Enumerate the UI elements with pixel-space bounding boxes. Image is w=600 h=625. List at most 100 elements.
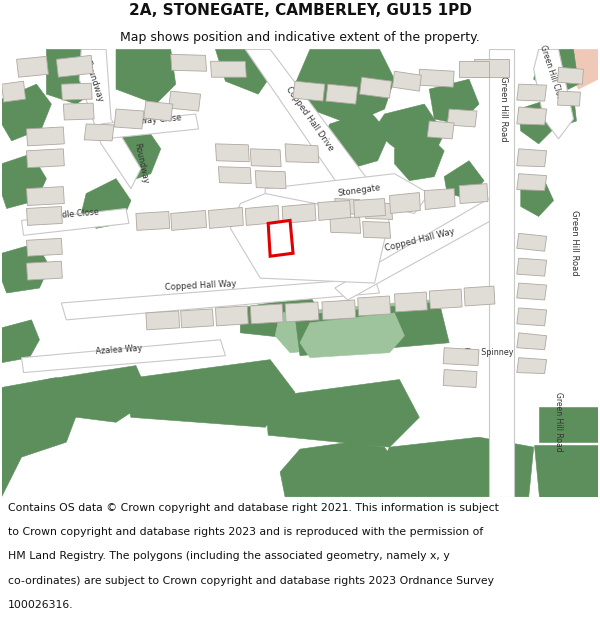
Text: Stonegate: Stonegate (338, 183, 382, 198)
Text: 100026316.: 100026316. (8, 599, 73, 609)
Polygon shape (215, 144, 249, 162)
Text: Copped Hall Way: Copped Hall Way (164, 279, 236, 292)
Polygon shape (427, 121, 454, 139)
Polygon shape (517, 332, 547, 350)
Text: co-ordinates) are subject to Crown copyright and database rights 2023 Ordnance S: co-ordinates) are subject to Crown copyr… (8, 576, 494, 586)
Text: Middle Close: Middle Close (47, 208, 99, 221)
Polygon shape (533, 49, 574, 139)
Polygon shape (26, 187, 64, 206)
Polygon shape (61, 83, 92, 100)
Polygon shape (429, 79, 479, 124)
Polygon shape (519, 101, 554, 144)
Polygon shape (295, 49, 394, 124)
Polygon shape (424, 189, 455, 209)
Text: Green Hill Road: Green Hill Road (499, 76, 508, 142)
Polygon shape (56, 56, 93, 78)
Polygon shape (2, 84, 52, 141)
Polygon shape (17, 56, 49, 78)
Polygon shape (285, 302, 319, 322)
Polygon shape (517, 308, 547, 326)
Polygon shape (394, 292, 427, 312)
Polygon shape (26, 261, 62, 280)
Polygon shape (539, 408, 598, 442)
Polygon shape (116, 49, 176, 104)
Polygon shape (22, 340, 226, 372)
Text: Green Hill Road: Green Hill Road (554, 392, 563, 452)
Polygon shape (569, 49, 598, 89)
Polygon shape (245, 206, 279, 226)
Polygon shape (459, 184, 488, 204)
Polygon shape (464, 286, 495, 306)
Polygon shape (215, 49, 275, 94)
Polygon shape (444, 161, 484, 199)
Polygon shape (365, 202, 392, 219)
Polygon shape (282, 204, 316, 223)
Polygon shape (293, 81, 325, 101)
Text: Contains OS data © Crown copyright and database right 2021. This information is : Contains OS data © Crown copyright and d… (8, 503, 499, 513)
Polygon shape (26, 127, 64, 146)
Polygon shape (443, 348, 479, 366)
Polygon shape (250, 304, 283, 324)
Text: Map shows position and indicative extent of the property.: Map shows position and indicative extent… (120, 31, 480, 44)
Polygon shape (109, 127, 161, 181)
Polygon shape (121, 359, 295, 428)
Polygon shape (335, 199, 361, 214)
Polygon shape (2, 81, 26, 102)
Polygon shape (26, 238, 62, 256)
Polygon shape (557, 68, 583, 84)
Text: 2A, STONEGATE, CAMBERLEY, GU15 1PD: 2A, STONEGATE, CAMBERLEY, GU15 1PD (128, 3, 472, 18)
Polygon shape (557, 91, 580, 106)
Polygon shape (517, 174, 547, 191)
Polygon shape (517, 149, 547, 167)
Polygon shape (215, 306, 248, 326)
Polygon shape (489, 49, 514, 497)
Polygon shape (429, 289, 462, 309)
Polygon shape (362, 221, 391, 238)
Polygon shape (536, 94, 577, 131)
Polygon shape (359, 78, 391, 98)
Polygon shape (255, 171, 286, 189)
Polygon shape (2, 243, 49, 293)
Polygon shape (521, 179, 554, 216)
Polygon shape (250, 149, 281, 167)
Polygon shape (2, 378, 81, 497)
Polygon shape (230, 194, 389, 283)
Polygon shape (26, 149, 64, 168)
Polygon shape (211, 61, 247, 78)
Polygon shape (136, 211, 170, 231)
Polygon shape (374, 438, 533, 497)
Polygon shape (533, 49, 578, 94)
Polygon shape (101, 114, 199, 139)
Polygon shape (46, 366, 151, 423)
Polygon shape (171, 54, 206, 71)
Polygon shape (517, 283, 547, 300)
Polygon shape (285, 144, 319, 162)
Polygon shape (517, 107, 547, 125)
Polygon shape (517, 357, 547, 374)
Polygon shape (300, 313, 404, 358)
Text: Copped Hall Way: Copped Hall Way (383, 228, 455, 253)
Polygon shape (265, 379, 419, 447)
Polygon shape (181, 309, 214, 328)
Polygon shape (26, 206, 62, 226)
Text: Green Hill Road: Green Hill Road (570, 211, 579, 276)
Polygon shape (241, 296, 325, 340)
Polygon shape (169, 91, 200, 111)
Polygon shape (318, 201, 351, 221)
Polygon shape (265, 174, 429, 214)
Polygon shape (394, 131, 444, 181)
Polygon shape (245, 49, 389, 223)
Polygon shape (517, 258, 547, 276)
Polygon shape (144, 101, 173, 121)
Polygon shape (374, 104, 444, 159)
Polygon shape (517, 84, 547, 101)
Text: The Spinney: The Spinney (464, 348, 514, 357)
Polygon shape (443, 369, 477, 388)
Polygon shape (322, 300, 356, 320)
Polygon shape (84, 124, 114, 141)
Polygon shape (474, 59, 509, 78)
Text: Copped Hall Drive: Copped Hall Drive (284, 85, 335, 153)
Polygon shape (447, 109, 477, 127)
Polygon shape (419, 69, 454, 87)
Polygon shape (335, 199, 504, 300)
